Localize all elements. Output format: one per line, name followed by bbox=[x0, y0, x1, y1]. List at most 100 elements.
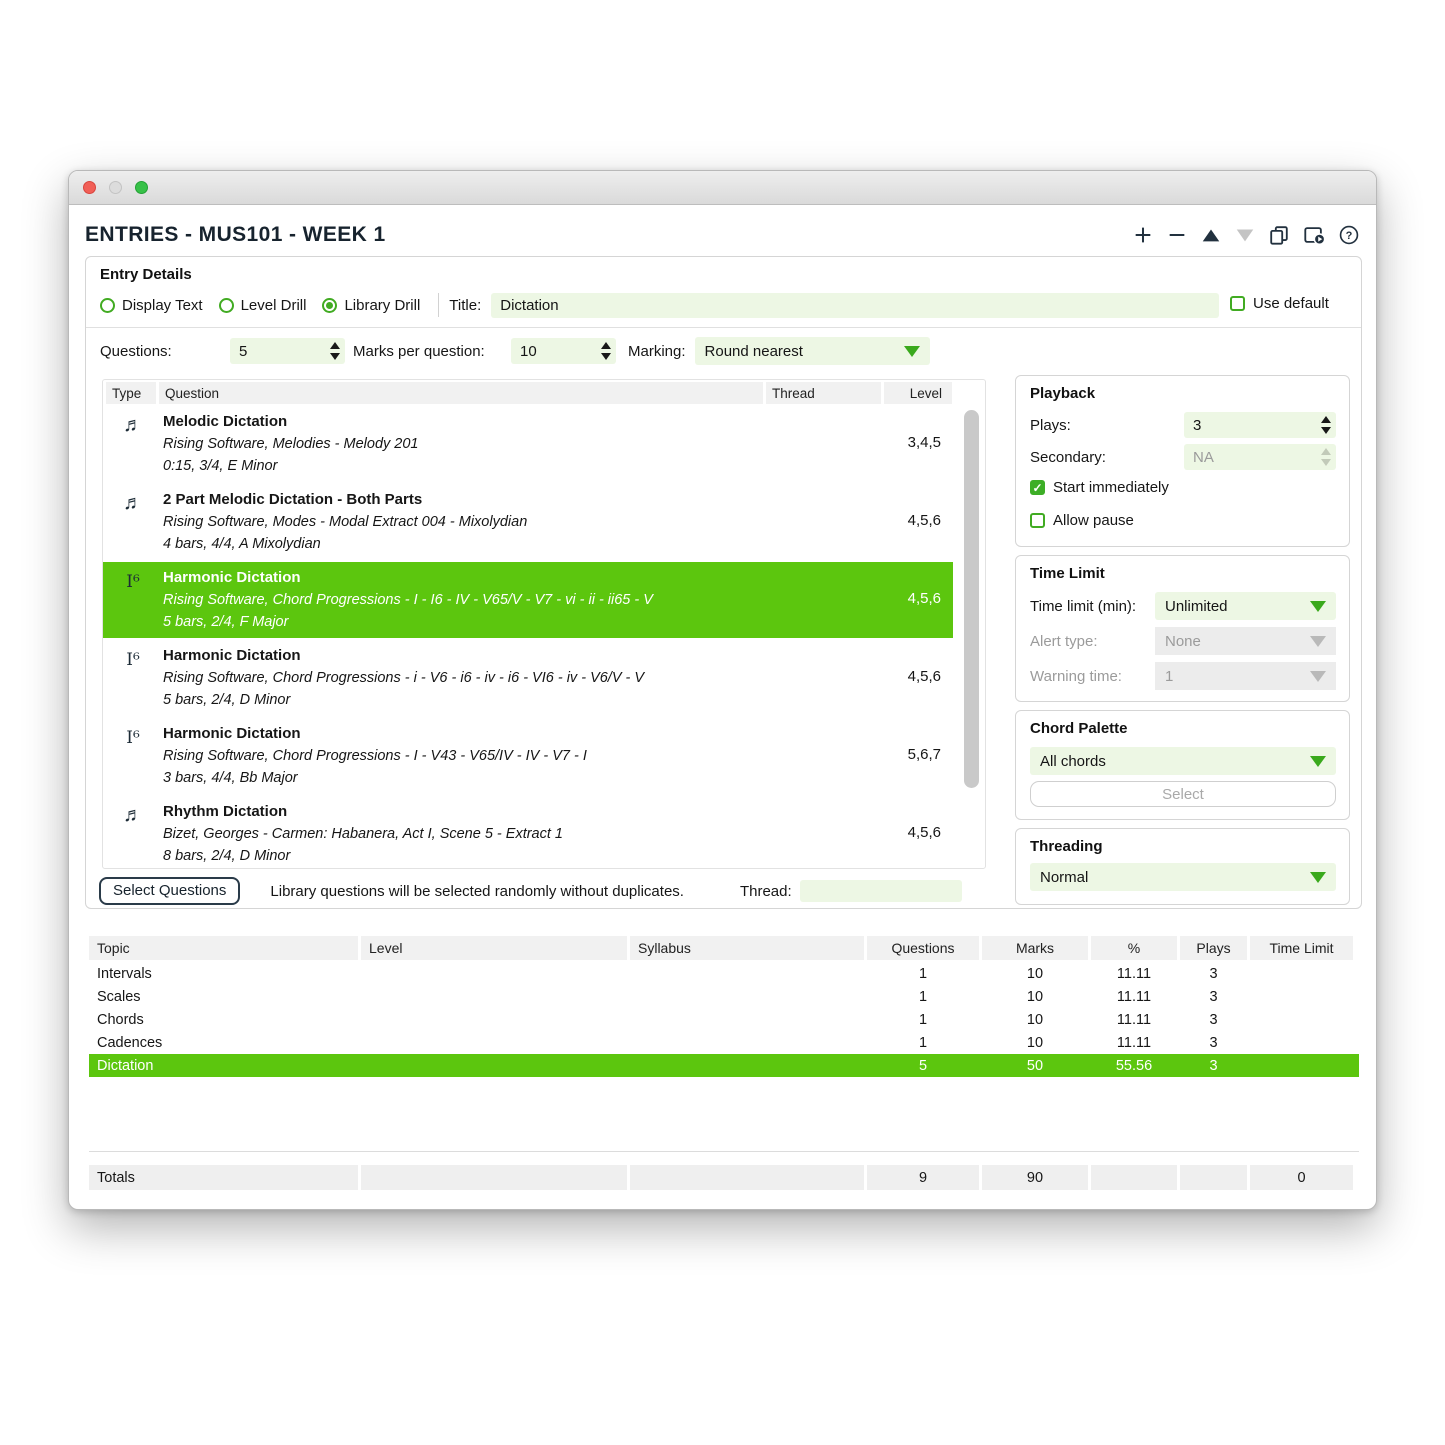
question-title: Rhythm Dictation bbox=[163, 803, 288, 820]
marking-dropdown[interactable]: Round nearest bbox=[694, 337, 930, 365]
thread-input[interactable] bbox=[799, 880, 962, 902]
marks-cell: 10 bbox=[1026, 1034, 1044, 1051]
beamed-notes-icon: ♬ bbox=[123, 492, 143, 514]
percent-cell: 11.11 bbox=[1116, 965, 1152, 982]
marks-cell: 50 bbox=[1026, 1057, 1044, 1074]
level-cell bbox=[361, 1031, 630, 1054]
syllabus-cell bbox=[630, 985, 867, 1008]
table-row[interactable]: Chords 1 10 11.11 3 bbox=[89, 1008, 1359, 1031]
step-up-icon[interactable] bbox=[330, 342, 340, 349]
time-limit-cell bbox=[1250, 1008, 1356, 1031]
question-row[interactable]: ♬ 2 Part Melodic Dictation - Both Parts … bbox=[103, 484, 953, 560]
scrollbar-thumb[interactable] bbox=[964, 410, 979, 788]
remove-entry-icon[interactable] bbox=[1166, 224, 1188, 246]
threading-heading: Threading bbox=[1030, 838, 1103, 855]
close-window-button[interactable] bbox=[83, 181, 96, 194]
help-icon[interactable]: ? bbox=[1338, 224, 1360, 246]
column-header-questions[interactable]: Questions bbox=[867, 936, 982, 960]
question-row[interactable]: I⁶ Harmonic Dictation Rising Software, C… bbox=[103, 718, 953, 794]
step-up-icon[interactable] bbox=[1321, 416, 1331, 423]
plays-cell: 3 bbox=[1209, 1057, 1218, 1074]
table-row-selected[interactable]: Dictation 5 50 55.56 3 bbox=[89, 1054, 1359, 1077]
question-title: Harmonic Dictation bbox=[163, 647, 301, 664]
question-row-selected[interactable]: I⁶ Harmonic Dictation Rising Software, C… bbox=[103, 562, 953, 638]
percent-cell: 11.11 bbox=[1116, 1011, 1152, 1028]
questions-stepper[interactable]: 5 bbox=[230, 338, 345, 364]
column-header-level[interactable]: Level bbox=[884, 382, 952, 404]
questions-label: Questions: bbox=[100, 342, 172, 360]
percent-cell: 55.56 bbox=[1115, 1057, 1153, 1074]
topic-cell: Chords bbox=[97, 1011, 144, 1028]
question-row[interactable]: I⁶ Harmonic Dictation Rising Software, C… bbox=[103, 640, 953, 716]
column-header-percent[interactable]: % bbox=[1091, 936, 1180, 960]
column-header-syllabus[interactable]: Syllabus bbox=[630, 936, 867, 960]
level-drill-radio[interactable] bbox=[218, 297, 234, 313]
zoom-window-button[interactable] bbox=[135, 181, 148, 194]
step-down-icon[interactable] bbox=[1321, 427, 1331, 434]
plays-cell: 3 bbox=[1209, 1011, 1218, 1028]
question-meta: 4 bars, 4/4, A Mixolydian bbox=[163, 536, 321, 552]
threading-value: Normal bbox=[1040, 868, 1089, 886]
alert-type-label: Alert type: bbox=[1030, 632, 1098, 650]
step-down-icon[interactable] bbox=[330, 353, 340, 360]
table-row[interactable]: Cadences 1 10 11.11 3 bbox=[89, 1031, 1359, 1054]
beamed-notes-icon: ♬ bbox=[123, 804, 143, 826]
column-header-thread[interactable]: Thread bbox=[766, 382, 881, 404]
step-down-icon[interactable] bbox=[601, 353, 611, 360]
time-limit-cell bbox=[1250, 1054, 1356, 1077]
totals-marks-cell: 90 bbox=[982, 1165, 1091, 1190]
level-cell bbox=[361, 962, 630, 985]
chevron-down-icon bbox=[1310, 755, 1326, 767]
move-down-icon[interactable] bbox=[1234, 224, 1256, 246]
table-row[interactable]: Scales 1 10 11.11 3 bbox=[89, 985, 1359, 1008]
start-immediately-label: Start immediately bbox=[1053, 479, 1169, 496]
add-entry-icon[interactable] bbox=[1132, 224, 1154, 246]
select-questions-button[interactable]: Select Questions bbox=[99, 877, 241, 905]
title-input[interactable] bbox=[491, 292, 1220, 318]
column-header-time-limit[interactable]: Time Limit bbox=[1250, 936, 1356, 960]
library-drill-label: Library Drill bbox=[344, 296, 421, 314]
question-row[interactable]: ♬ Melodic Dictation Rising Software, Mel… bbox=[103, 406, 953, 482]
alert-type-value: None bbox=[1165, 632, 1201, 650]
allow-pause-label: Allow pause bbox=[1053, 512, 1134, 529]
time-limit-cell bbox=[1250, 962, 1356, 985]
column-header-type[interactable]: Type bbox=[106, 382, 156, 404]
column-header-topic[interactable]: Topic bbox=[89, 936, 361, 960]
column-header-marks[interactable]: Marks bbox=[982, 936, 1091, 960]
questions-cell: 1 bbox=[918, 1034, 928, 1051]
question-title: Melodic Dictation bbox=[163, 413, 288, 430]
topic-cell: Scales bbox=[97, 988, 141, 1005]
alert-type-dropdown: None bbox=[1155, 627, 1336, 655]
chevron-down-icon bbox=[1310, 871, 1326, 883]
column-header-plays[interactable]: Plays bbox=[1180, 936, 1250, 960]
time-limit-dropdown[interactable]: Unlimited bbox=[1155, 592, 1336, 620]
question-row[interactable]: ♬ Rhythm Dictation Bizet, Georges - Carm… bbox=[103, 796, 953, 868]
use-default-label: Use default bbox=[1253, 295, 1329, 312]
chord-palette-panel: Chord Palette All chords Select bbox=[1015, 710, 1350, 820]
preview-play-icon[interactable] bbox=[1302, 224, 1326, 246]
secondary-label: Secondary: bbox=[1030, 448, 1106, 466]
table-row[interactable]: Intervals 1 10 11.11 3 bbox=[89, 962, 1359, 985]
display-text-radio[interactable] bbox=[100, 297, 115, 313]
minimize-window-button[interactable] bbox=[109, 181, 122, 194]
chevron-down-icon bbox=[903, 345, 920, 357]
threading-dropdown[interactable]: Normal bbox=[1030, 863, 1336, 891]
divider bbox=[438, 293, 440, 317]
plays-stepper[interactable]: 3 bbox=[1184, 412, 1336, 438]
plays-cell: 3 bbox=[1209, 988, 1218, 1005]
allow-pause-checkbox[interactable] bbox=[1030, 513, 1045, 528]
step-up-icon[interactable] bbox=[601, 342, 611, 349]
column-header-level[interactable]: Level bbox=[361, 936, 630, 960]
titlebar[interactable] bbox=[69, 171, 1376, 205]
library-drill-radio[interactable] bbox=[322, 297, 338, 313]
question-source: Bizet, Georges - Carmen: Habanera, Act I… bbox=[163, 826, 563, 842]
move-up-icon[interactable] bbox=[1200, 224, 1222, 246]
marks-stepper[interactable]: 10 bbox=[511, 338, 616, 364]
start-immediately-checkbox[interactable]: ✓ bbox=[1030, 480, 1045, 495]
chord-palette-heading: Chord Palette bbox=[1030, 720, 1128, 737]
chord-palette-dropdown[interactable]: All chords bbox=[1030, 747, 1336, 775]
column-header-question[interactable]: Question bbox=[159, 382, 763, 404]
page-title: ENTRIES - MUS101 - WEEK 1 bbox=[85, 223, 386, 246]
use-default-checkbox[interactable] bbox=[1230, 296, 1245, 311]
duplicate-icon[interactable] bbox=[1268, 224, 1290, 246]
